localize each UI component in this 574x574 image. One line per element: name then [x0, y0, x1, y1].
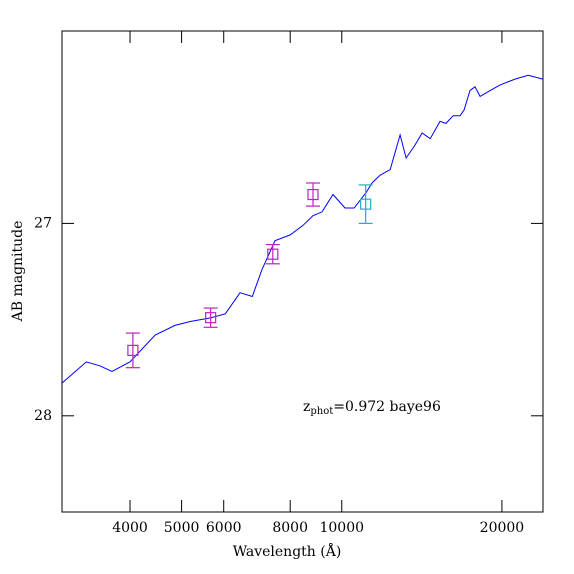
- x-tick-label: 4000: [112, 520, 148, 536]
- plot-frame: [61, 30, 544, 513]
- photometry-point: [205, 312, 217, 324]
- sed-line: [61, 74, 544, 384]
- annotation-main: z: [303, 399, 310, 415]
- annotation: zphot=0.972 baye96: [303, 399, 441, 417]
- x-tick-label: 10000: [319, 520, 364, 536]
- photometry-point: [307, 188, 319, 201]
- photometry-point: [267, 248, 279, 260]
- x-axis-label: Wavelength (Å): [233, 542, 342, 560]
- x-tick-label: 20000: [480, 520, 525, 536]
- y-tick-label: 28: [34, 408, 52, 424]
- photometry-point: [127, 344, 139, 356]
- annotation-sub: phot: [310, 406, 333, 417]
- x-tick-label: 8000: [272, 520, 308, 536]
- y-axis-label: AB magnitude: [10, 221, 26, 323]
- photometry-point: [360, 198, 372, 210]
- x-tick-label: 5000: [164, 520, 200, 536]
- annotation-rest: =0.972 baye96: [333, 399, 441, 415]
- x-tick-label: 6000: [206, 520, 242, 536]
- y-tick-label: 27: [34, 215, 52, 231]
